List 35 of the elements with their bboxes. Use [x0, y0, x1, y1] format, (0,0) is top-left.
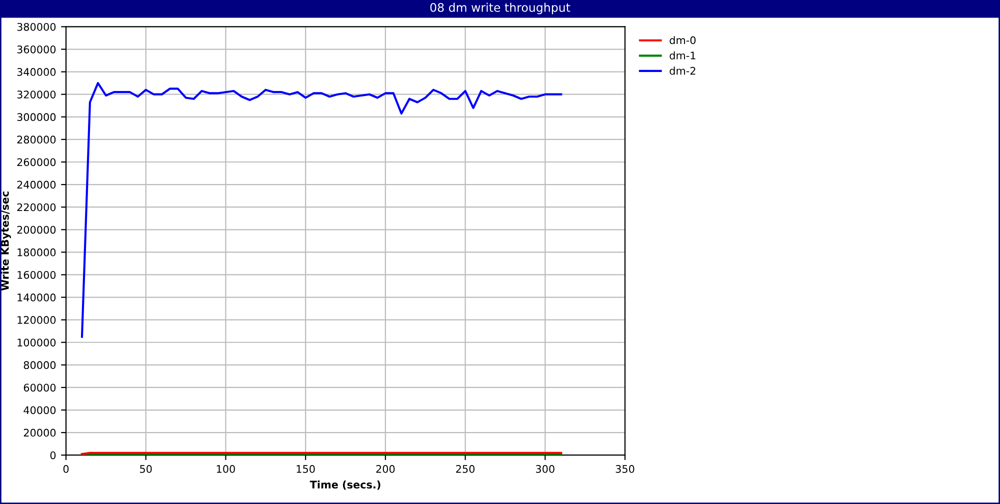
legend-label: dm-1 [670, 51, 696, 60]
y-tick-label: 60000 [24, 384, 56, 392]
y-tick-label: 120000 [18, 316, 56, 324]
y-tick-label: 0 [50, 451, 56, 460]
x-tick-label: 50 [140, 465, 152, 473]
x-tick-label: 300 [536, 465, 554, 473]
y-tick-label: 200000 [17, 226, 56, 234]
x-tick-label: 250 [456, 465, 475, 473]
y-tick-label: 260000 [17, 158, 56, 166]
y-tick-label: 20000 [24, 428, 56, 437]
y-tick-label: 300000 [17, 113, 56, 122]
y-tick-label: 40000 [24, 406, 56, 414]
y-tick-label: 240000 [17, 180, 56, 189]
line-series [80, 82, 562, 338]
x-tick-label: 0 [63, 465, 69, 473]
y-tick-label: 280000 [17, 136, 56, 144]
y-tick-label: 380000 [17, 22, 56, 31]
y-tick-label: 180000 [18, 248, 56, 256]
y-tick-label: 320000 [17, 90, 56, 98]
x-axis-title: Time (secs.) [310, 480, 380, 490]
x-tick-label: 350 [616, 465, 634, 473]
chart-title: 08 dm write throughput [430, 2, 570, 14]
y-tick-label: 140000 [18, 294, 56, 302]
y-tick-label: 80000 [24, 361, 56, 370]
legend-label: dm-0 [670, 36, 696, 44]
y-axis-title: Write KBytes/sec [0, 192, 11, 291]
y-tick-label: 100000 [18, 338, 56, 346]
y-tick-label: 220000 [17, 203, 56, 212]
y-tick-label: 160000 [18, 270, 56, 279]
x-tick-label: 150 [296, 465, 315, 473]
y-tick-label: 340000 [17, 68, 56, 76]
legend-label: dm-2 [670, 66, 696, 75]
x-tick-label: 200 [376, 465, 395, 473]
x-tick-label: 100 [216, 465, 235, 473]
y-tick-label: 360000 [17, 45, 56, 54]
